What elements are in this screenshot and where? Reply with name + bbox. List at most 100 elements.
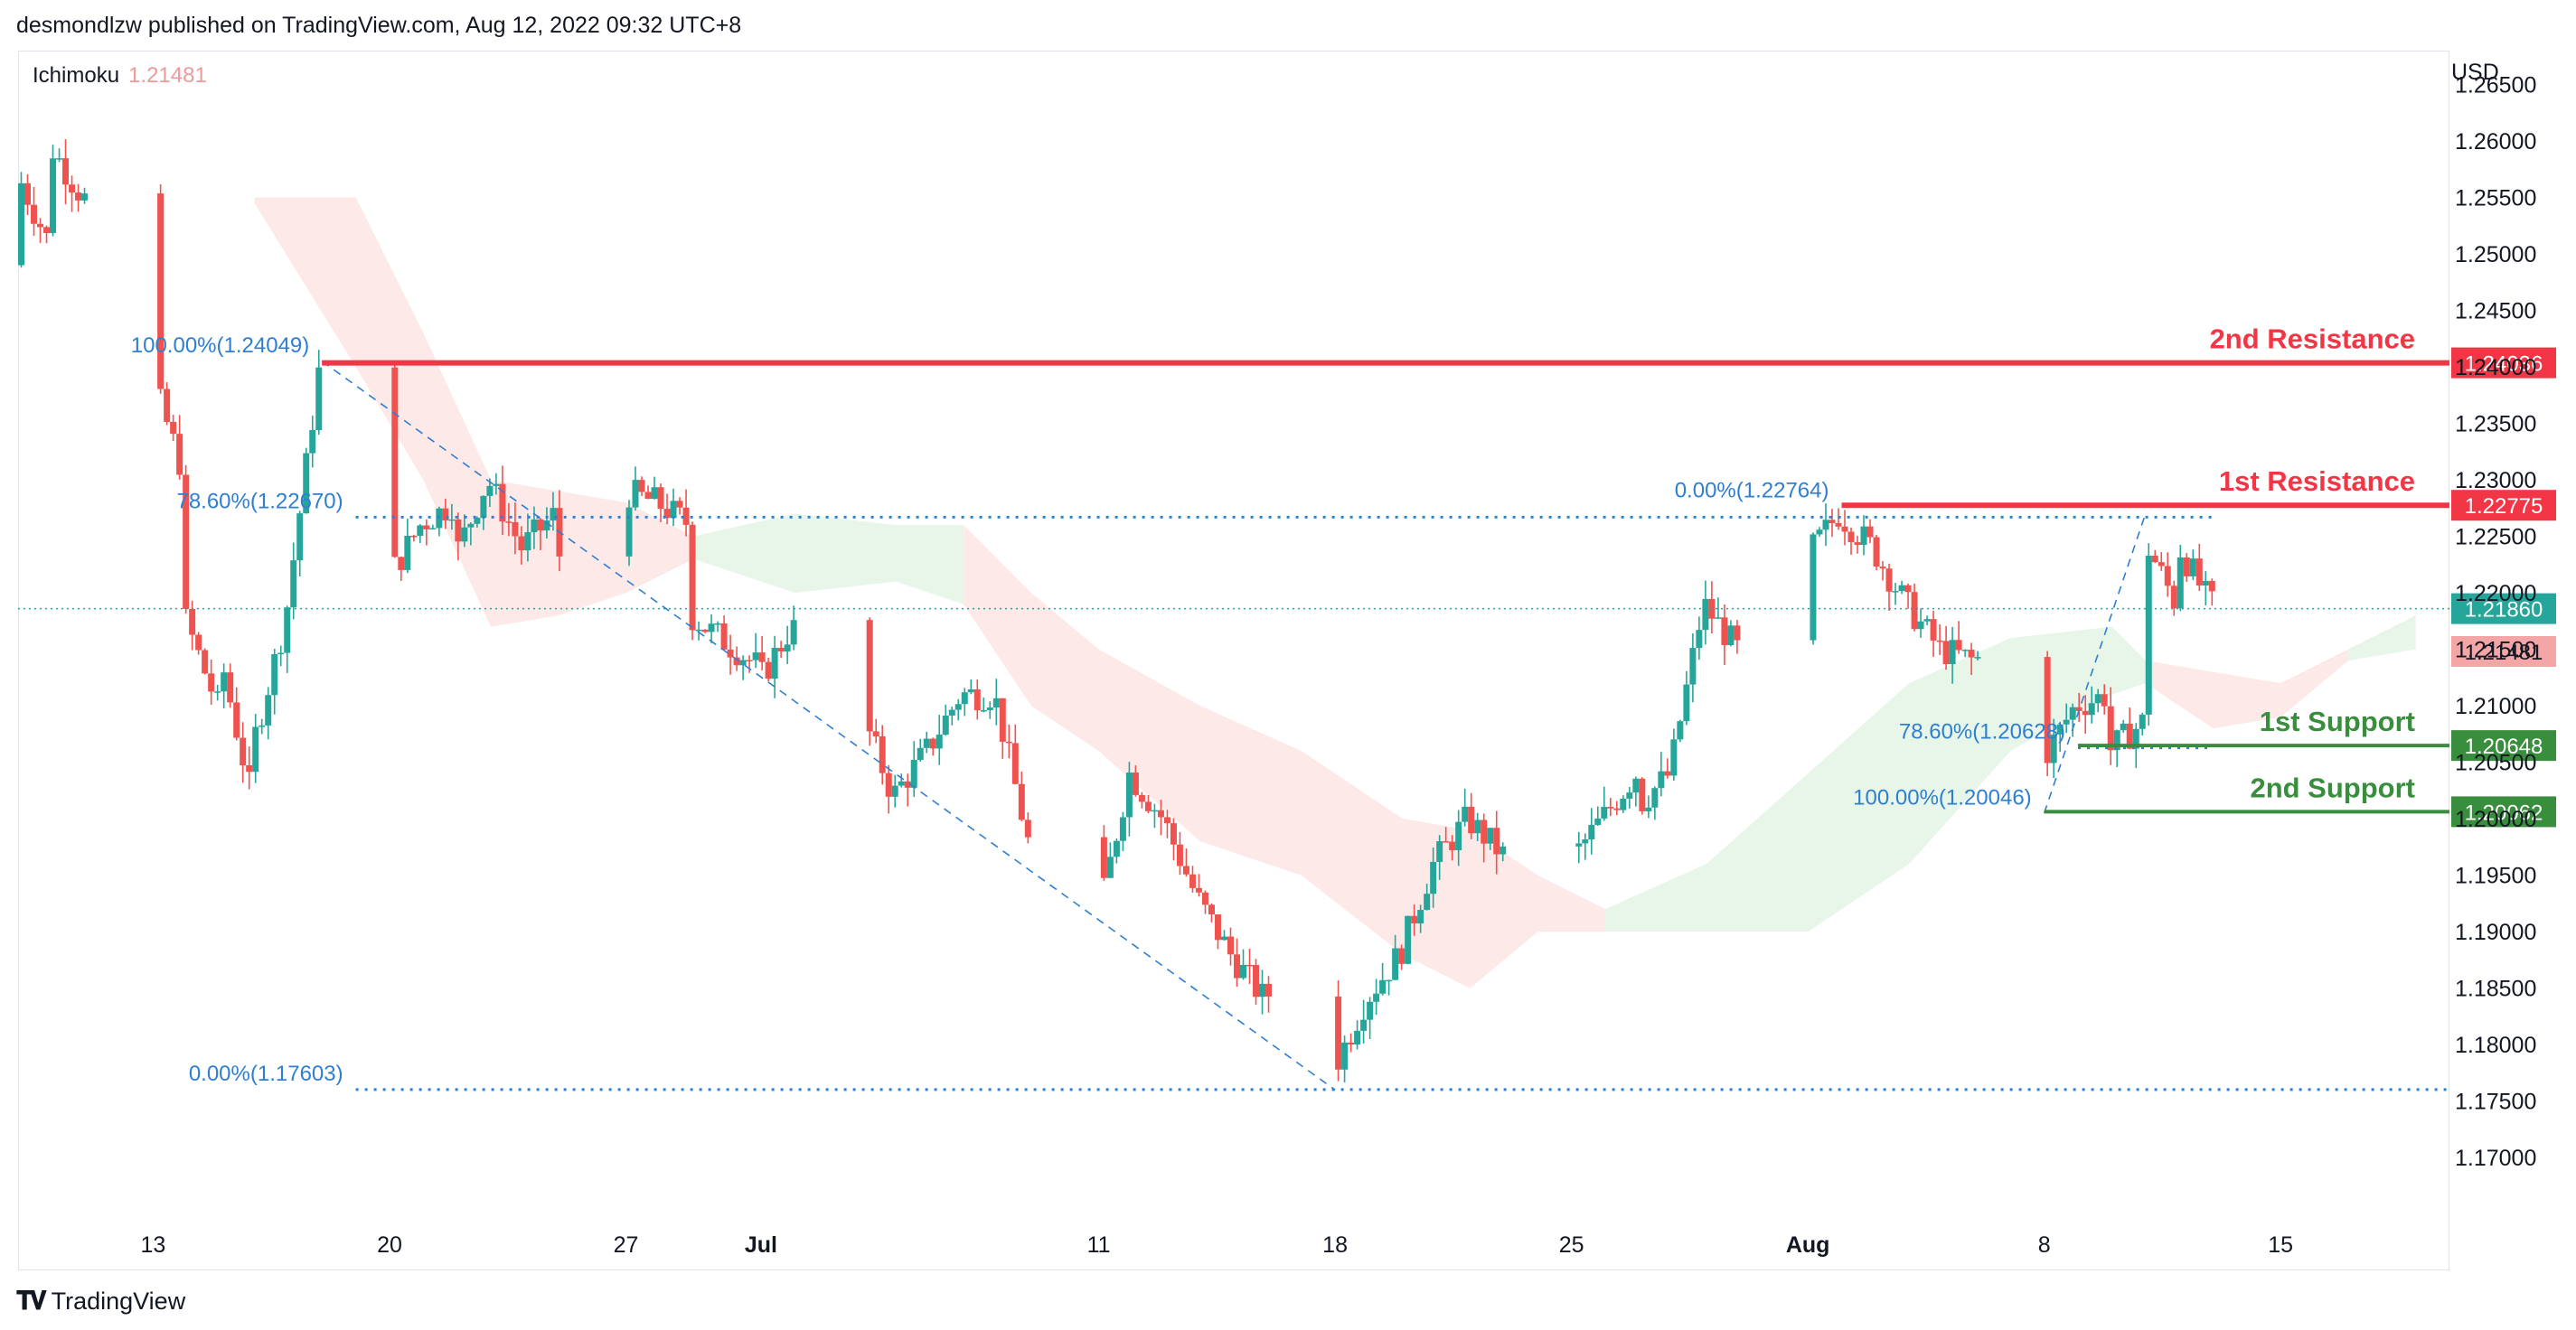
candle-body — [31, 204, 38, 224]
x-tick-label: 18 — [1322, 1232, 1348, 1258]
candle — [866, 617, 873, 746]
candle — [1157, 800, 1164, 836]
x-tick-label: Jul — [745, 1232, 777, 1258]
candle — [1189, 866, 1196, 893]
candle-body — [398, 557, 405, 570]
candle-body — [1176, 844, 1183, 866]
price-axis: 1.24036 1.22775 1.20648 1.20062 1.21860 1.214… — [2451, 60, 2556, 1171]
candle-body — [1132, 773, 1139, 795]
candle — [436, 506, 443, 537]
candle-body — [1259, 983, 1266, 998]
candle-body — [1601, 806, 1608, 819]
candle — [790, 605, 797, 651]
candle-body — [1481, 820, 1488, 844]
candle-body — [1885, 568, 1893, 592]
candle-body — [954, 704, 962, 710]
y-tick-label: 1.23500 — [2455, 412, 2536, 437]
x-tick-label: 20 — [377, 1232, 402, 1258]
candle — [1677, 719, 1684, 743]
candle-body — [309, 429, 316, 454]
candle — [923, 731, 930, 754]
candle — [1664, 758, 1671, 779]
candle — [233, 687, 240, 741]
candle-body — [1234, 954, 1241, 979]
indicator-value: 1.21481 — [128, 63, 207, 88]
candle-body — [1386, 979, 1393, 982]
candle — [1493, 810, 1500, 875]
candle-body — [1923, 619, 1931, 622]
cloud-segment — [1470, 829, 1538, 988]
candle — [1582, 833, 1589, 860]
cloud-segment — [1604, 864, 1707, 932]
candle — [2151, 549, 2158, 564]
candle-body — [1487, 828, 1494, 844]
candle-body — [1854, 542, 1861, 546]
candle-body — [43, 227, 51, 233]
candle — [448, 503, 456, 530]
candle — [467, 522, 475, 546]
trend-line — [321, 361, 1336, 1091]
candle — [2158, 552, 2165, 571]
candle — [2063, 703, 2070, 734]
candle-body — [1632, 778, 1640, 793]
candle-body — [1607, 806, 1614, 809]
candle — [1106, 842, 1114, 879]
candle — [1170, 818, 1177, 861]
candle — [2113, 729, 2120, 767]
candle — [1689, 633, 1697, 703]
candle — [37, 218, 44, 243]
candle — [1405, 915, 1412, 965]
candle-body — [2151, 556, 2158, 563]
candle — [1411, 904, 1418, 936]
candle-body — [714, 623, 721, 625]
cloud-segment — [1706, 773, 1809, 932]
candle-body — [929, 738, 936, 749]
cloud-segment — [1098, 649, 1200, 842]
candle — [682, 489, 690, 537]
candle — [1974, 651, 1981, 661]
candle — [170, 415, 177, 442]
candle — [739, 655, 747, 680]
indicator-legend[interactable]: Ichimoku 1.21481 — [33, 63, 207, 89]
candle-body — [1189, 874, 1196, 888]
candle-body — [676, 501, 683, 508]
candle-body — [1106, 857, 1114, 878]
candle-body — [410, 535, 418, 538]
candle — [999, 698, 1006, 759]
cloud-segment — [2111, 626, 2146, 695]
candle-body — [1398, 948, 1406, 964]
candle — [942, 704, 949, 736]
candle-body — [1968, 650, 1975, 658]
candle-body — [1163, 817, 1170, 824]
price-tag — [2451, 796, 2556, 828]
candle-body — [758, 652, 766, 662]
candle — [1011, 724, 1019, 785]
candle-body — [195, 634, 202, 651]
candle — [1822, 503, 1829, 547]
candle-body — [221, 672, 228, 692]
candle — [208, 660, 215, 706]
cloud-segment — [2010, 626, 2112, 752]
candle-body — [69, 184, 76, 193]
candle-body — [2170, 585, 2177, 609]
candle — [1651, 786, 1659, 820]
candle-body — [246, 765, 253, 773]
candle — [2189, 549, 2196, 580]
candle-body — [644, 492, 652, 500]
candle-body — [663, 509, 671, 519]
price-tag-value: 1.24036 — [2465, 352, 2543, 377]
candle — [992, 679, 1000, 726]
candle-body — [1335, 996, 1342, 1070]
footer-brand[interactable]: 𝐓𝐕 TradingView — [16, 1287, 185, 1316]
candle-body — [1018, 783, 1025, 820]
candle — [1968, 642, 1975, 675]
candle-body — [442, 508, 449, 521]
candle-body — [189, 608, 196, 635]
candle — [157, 184, 165, 394]
candle — [417, 524, 424, 544]
candle-body — [2050, 734, 2057, 763]
candle — [164, 382, 171, 426]
candle-body — [75, 192, 82, 201]
x-tick-label: Aug — [1786, 1232, 1830, 1258]
